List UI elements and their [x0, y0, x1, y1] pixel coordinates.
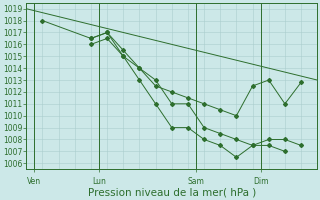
X-axis label: Pression niveau de la mer( hPa ): Pression niveau de la mer( hPa ) — [88, 187, 256, 197]
